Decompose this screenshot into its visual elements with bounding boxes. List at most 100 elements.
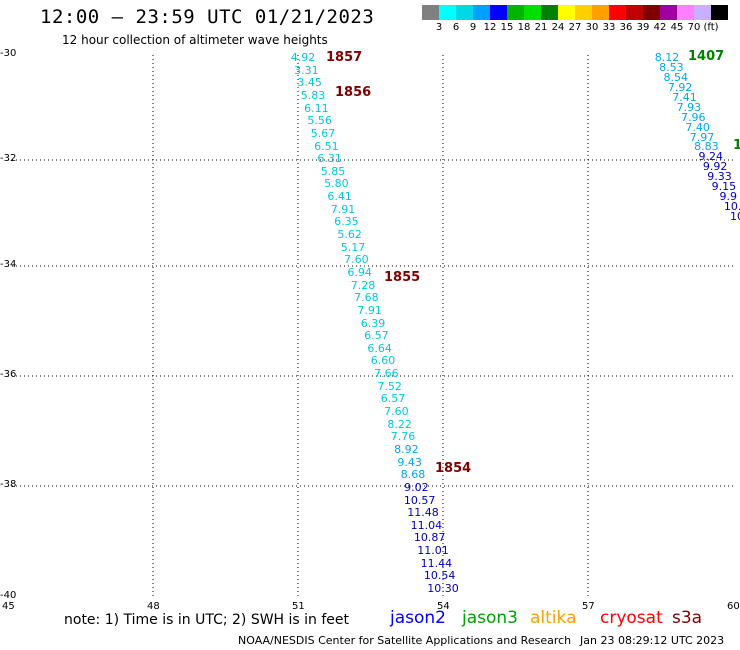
wave-height-value: 7.41 (672, 90, 697, 104)
wave-height-value: 10. (723, 200, 740, 214)
satellite-legend-cryosat: cryosat (600, 608, 663, 628)
footer-timestamp: Jan 23 08:29:12 UTC 2023 (580, 634, 725, 647)
wave-height-value: 9.43 (397, 455, 422, 469)
wave-height-value: 5.56 (307, 114, 332, 128)
wave-height-value: 10.54 (423, 569, 456, 583)
colorbar-swatch (711, 5, 728, 20)
colorbar-label: 3 (435, 22, 443, 33)
colorbar-label: (ft) (703, 22, 719, 33)
footer-credit: NOAA/NESDIS Center for Satellite Applica… (238, 634, 572, 647)
wave-height-value: 11.04 (410, 518, 443, 532)
wave-height-value: 6.94 (347, 265, 372, 279)
satellite-legend-jason2: jason2 (390, 608, 446, 628)
colorbar-label: 70 (687, 22, 701, 33)
wave-height-value: 11.01 (417, 544, 449, 558)
wave-height-value: 5.62 (337, 228, 362, 241)
colorbar-label: 42 (653, 22, 667, 33)
colorbar-label: 36 (619, 22, 633, 33)
wave-height-value: 6.11 (304, 101, 329, 115)
wave-height-value: 7.52 (377, 379, 402, 393)
wave-height-value: 8.68 (400, 468, 426, 482)
latitude-label: -34 (0, 259, 17, 270)
colorbar-swatch (490, 5, 507, 20)
colorbar-swatch (422, 5, 439, 20)
colorbar-label: 33 (602, 22, 616, 33)
wave-height-value: 6.51 (314, 139, 339, 153)
colorbar-label: 9 (469, 22, 477, 33)
pass-time-label: 1407 (688, 49, 725, 64)
wave-height-value: 6.60 (370, 354, 396, 368)
wave-height-value: 10.87 (413, 531, 446, 545)
wave-height-value: 7.60 (384, 405, 409, 418)
latitude-label: -30 (0, 48, 17, 59)
wave-height-value: 5.67 (310, 126, 336, 140)
colorbar-labels: 3 6 9 12 15 18 21 24 27 30 33 36 39 42 45 70 (ft) (422, 22, 740, 34)
wave-height-value: 9.24 (698, 150, 724, 164)
wave-height-value: 11.48 (407, 506, 439, 520)
wave-height-value: 7.76 (390, 430, 416, 444)
wave-height-value: 9.15 (711, 180, 737, 194)
pass-time-label: 1 (733, 138, 740, 153)
wave-height-value: 5.17 (340, 240, 366, 254)
wave-height-value: 10.57 (403, 493, 436, 507)
colorbar-swatch (575, 5, 592, 20)
colorbar-swatch (524, 5, 541, 20)
pass-time-label: 1856 (335, 85, 372, 100)
wave-height-value: 8.22 (387, 417, 412, 431)
colorbar-swatch (456, 5, 473, 20)
satellite-legend-jason3: jason3 (462, 608, 518, 628)
wave-height-value: 11.44 (420, 556, 453, 570)
wave-height-value: 6.35 (334, 215, 359, 229)
longitude-label: 60 (727, 601, 740, 612)
wave-height-value: 8.83 (694, 140, 719, 154)
colorbar-swatch (626, 5, 643, 20)
wave-height-value: 9.02 (404, 480, 429, 494)
longitude-label: 57 (582, 601, 595, 612)
colorbar-label: 18 (517, 22, 531, 33)
colorbar-label: 21 (534, 22, 548, 33)
legend-note: note: 1) Time is in UTC; 2) SWH is in fe… (64, 612, 350, 628)
map-title: 12:00 – 23:59 UTC 01/21/2023 (40, 6, 375, 28)
wave-height-value: 7.66 (374, 367, 399, 381)
wave-height-value: 8.12 (654, 51, 680, 64)
colorbar-swatch (660, 5, 677, 20)
wave-height-value: 6.64 (367, 341, 392, 355)
wave-height-value: 3.45 (297, 76, 322, 90)
wave-height-value: 7.96 (681, 110, 706, 124)
map-subtitle: 12 hour collection of altimeter wave hei… (62, 33, 328, 47)
colorbar-swatch (507, 5, 524, 20)
wave-height-value: 8.53 (659, 60, 684, 74)
map-grid (8, 55, 733, 597)
wave-height-value: 7.93 (676, 100, 702, 114)
colorbar-label: 27 (568, 22, 582, 33)
colorbar (422, 5, 728, 20)
wave-height-value: 8.92 (394, 442, 419, 456)
colorbar-swatch (643, 5, 660, 20)
colorbar-swatch (592, 5, 609, 20)
wave-height-value: 10.30 (427, 582, 459, 595)
wave-height-value: 7.68 (354, 291, 379, 305)
longitude-label: 54 (437, 601, 450, 612)
wave-height-value: 6.31 (317, 152, 342, 166)
colorbar-label: 45 (670, 22, 684, 33)
latitude-label: -38 (0, 479, 17, 490)
colorbar-swatch (439, 5, 456, 20)
colorbar-label: 24 (551, 22, 565, 33)
pass-time-label: 1857 (326, 50, 363, 65)
wave-height-value: 6.57 (364, 329, 389, 343)
colorbar-label: 12 (483, 22, 497, 33)
wave-height-value: 10 (730, 210, 740, 223)
colorbar-label: 6 (452, 22, 460, 33)
wave-height-value: 6.57 (380, 392, 406, 406)
colorbar-swatch (558, 5, 575, 20)
wave-height-value: 7.40 (685, 120, 710, 134)
wave-height-value: 8.54 (663, 70, 689, 84)
wave-height-value: 9.92 (702, 160, 728, 174)
latitude-label: -32 (0, 153, 17, 164)
wave-height-value: 6.39 (360, 316, 386, 330)
colorbar-swatch (473, 5, 490, 20)
satellite-legend-s3a: s3a (672, 608, 703, 628)
satellite-legend-altika: altika (530, 608, 577, 628)
colorbar-swatch (609, 5, 626, 20)
